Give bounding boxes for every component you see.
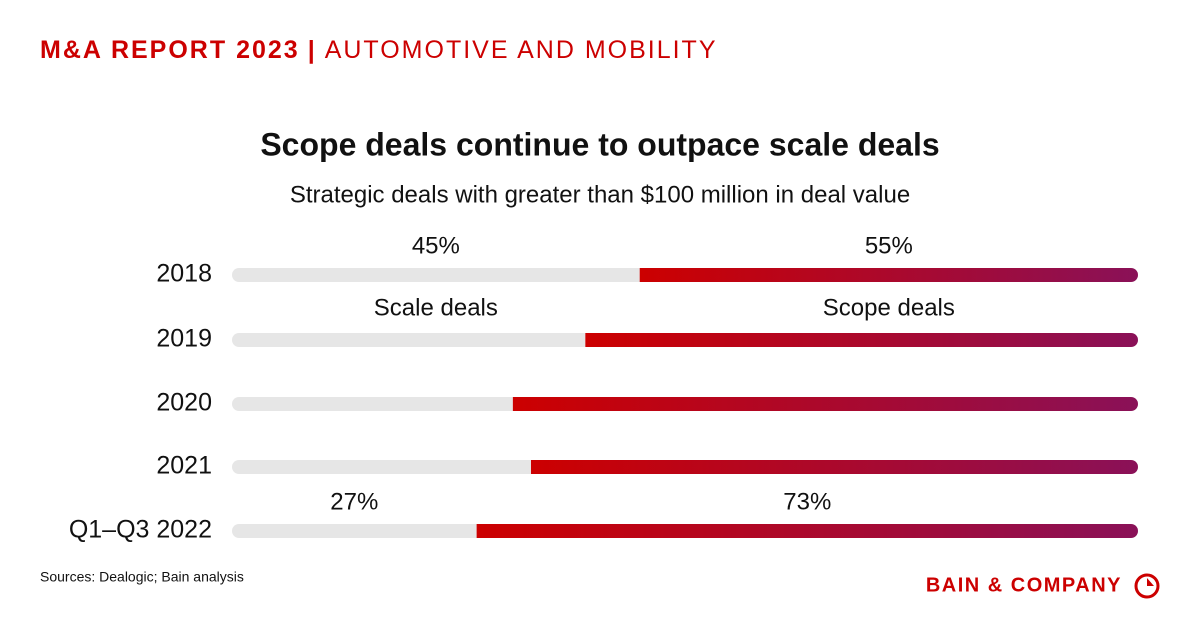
chart-title: Scope deals continue to outpace scale de… [260, 126, 939, 162]
data-label: 27% [330, 488, 378, 515]
bar-segment [476, 524, 1138, 538]
bar-segment [232, 268, 640, 282]
y-tick-label: 2020 [156, 389, 212, 417]
header-separator: | [308, 36, 317, 64]
y-tick-label: 2021 [156, 452, 212, 480]
data-label: 45% [412, 232, 460, 259]
brand-icon-ring [1134, 573, 1160, 599]
data-label: 73% [783, 488, 831, 515]
bar-segment [232, 397, 513, 411]
bar-segment [530, 460, 1138, 474]
y-tick-label: 2019 [156, 325, 212, 353]
report-name: M&A REPORT 2023 [40, 36, 300, 64]
chart-subtitle: Strategic deals with greater than $100 m… [290, 181, 910, 208]
brand-logo: BAIN & COMPANY [926, 574, 1122, 596]
y-tick-label: 2018 [156, 260, 212, 288]
bar-segment [232, 460, 531, 474]
legend-label: Scope deals [823, 294, 955, 321]
brand-icon [1134, 573, 1160, 599]
bar-segment [639, 268, 1138, 282]
bar-segment [512, 397, 1138, 411]
report-topic: AUTOMOTIVE AND MOBILITY [325, 36, 718, 64]
bar-segment [232, 524, 477, 538]
source-note: Sources: Dealogic; Bain analysis [40, 569, 244, 585]
bar-segment [232, 333, 586, 347]
plot: 2018 45% Scale deals 55% Scope deals 2019 2020… [69, 232, 1138, 544]
bar-segment [585, 333, 1138, 347]
report-header: M&A REPORT 2023 | AUTOMOTIVE AND MOBILITY [40, 36, 718, 64]
legend-label: Scale deals [374, 294, 498, 321]
y-tick-label: Q1–Q3 2022 [69, 516, 212, 544]
brand-icon-wedge [1147, 578, 1154, 586]
data-label: 55% [865, 232, 913, 259]
